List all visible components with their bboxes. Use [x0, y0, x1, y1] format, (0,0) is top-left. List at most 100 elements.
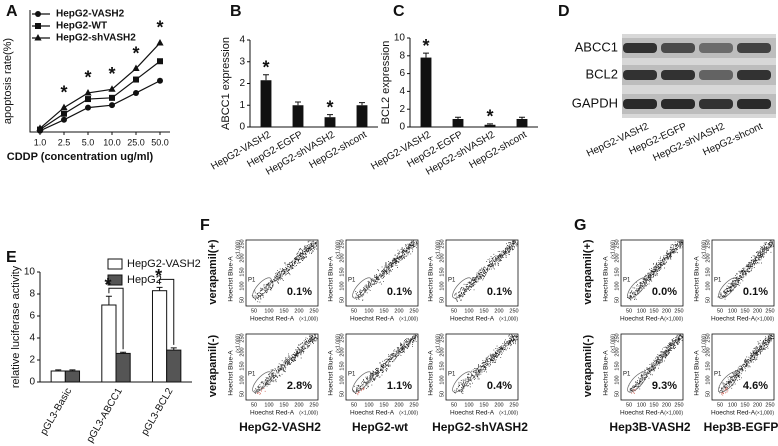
x-tick-label: 100	[464, 402, 473, 408]
y-tick-label: 150	[339, 267, 345, 276]
x-tick-label: 50	[626, 402, 632, 408]
x-tick-label: 200	[294, 402, 303, 408]
y-tick-label: 200	[614, 253, 620, 262]
y-tick-label: 150	[439, 267, 445, 276]
x-tick-label: 50	[251, 308, 257, 314]
error-bar	[423, 52, 429, 58]
significance: *	[486, 107, 493, 127]
y-axis-unit: (×1,000)	[335, 334, 341, 353]
event-dots	[254, 334, 318, 394]
y-tick-label: 100	[339, 375, 345, 384]
significance: *	[60, 82, 67, 102]
y-axis-unit: (×1,000)	[701, 334, 707, 353]
legend-label: HepG2-VASH2	[56, 9, 125, 20]
y-tick-label: 250	[439, 333, 445, 342]
panel-label: E	[6, 249, 17, 266]
y-tick-label: 250	[339, 333, 345, 342]
panel-label: G	[574, 217, 586, 234]
y-tick-label: 50	[339, 297, 345, 303]
y-axis-label: relative luciferase activity	[10, 265, 22, 388]
y-axis-label: Hoechst Blue-A	[328, 350, 335, 396]
y-tick-label: 3	[239, 56, 245, 67]
x-tick-label: 200	[753, 308, 762, 314]
gate	[352, 371, 372, 393]
x-tick-label: 150	[479, 402, 488, 408]
gate-label: P1	[623, 372, 631, 378]
y-axis-label: ABCC1 expression	[220, 37, 232, 130]
error-bar	[487, 123, 493, 125]
x-tick-label: 100	[728, 308, 737, 314]
panel-label: A	[6, 3, 18, 20]
y-tick-label: 200	[339, 347, 345, 356]
y-tick-label: 250	[614, 239, 620, 248]
x-tick-label: 100	[464, 308, 473, 314]
x-axis-label: Hoechst Red-A	[711, 410, 756, 417]
bar	[292, 105, 304, 127]
series-line	[39, 42, 161, 129]
y-tick-label: 100	[705, 281, 711, 290]
x-axis-label: CDDP (concentration ug/ml)	[7, 151, 154, 163]
marker	[157, 77, 163, 84]
y-tick-label: 150	[705, 267, 711, 276]
y-tick-label: 100	[239, 281, 245, 290]
x-axis-label: Hoechst Red-A	[450, 316, 495, 323]
x-tick-label: 100	[364, 308, 373, 314]
x-axis-label: Hoechst Red-A	[620, 410, 665, 417]
y-tick-label: 2	[399, 104, 405, 115]
marker	[109, 94, 115, 101]
x-tick-label: 250	[509, 308, 518, 314]
blot-band	[699, 43, 733, 53]
y-tick-label: 4	[399, 86, 405, 97]
marker	[84, 88, 92, 96]
bar	[516, 118, 528, 127]
marker	[133, 76, 139, 83]
x-tick-label: 200	[662, 308, 671, 314]
x-tick-label: 250	[765, 402, 774, 408]
y-tick-label: 250	[239, 333, 245, 342]
y-tick-label: 6	[29, 311, 35, 322]
x-tick-label: 200	[394, 308, 403, 314]
x-tick-label: 100	[637, 308, 646, 314]
legend-label: HepG2-WT	[56, 21, 107, 32]
y-tick-label: 50	[705, 297, 711, 303]
blot-band	[661, 99, 695, 109]
y-axis-label: Hoechst Blue-A	[603, 256, 610, 302]
x-tick-label: 100	[264, 308, 273, 314]
x-tick-label: 150	[379, 308, 388, 314]
x-tick-label: 200	[662, 402, 671, 408]
blot-band	[623, 99, 657, 109]
event-dots	[627, 240, 683, 301]
event-dots	[718, 334, 774, 394]
percentage: 0.1%	[387, 286, 412, 298]
x-axis-unit: (×1,000)	[499, 410, 518, 416]
x-tick-label: 50.0	[151, 137, 169, 147]
y-tick-label: 250	[239, 239, 245, 248]
marker	[108, 85, 116, 92]
x-tick-label: 250	[674, 308, 683, 314]
y-tick-label: 50	[439, 391, 445, 397]
bar	[166, 349, 182, 383]
panel-label: F	[200, 217, 210, 234]
blot-band	[737, 99, 771, 109]
x-tick-label: 1.0	[34, 137, 47, 147]
x-tick-label: 10.0	[103, 137, 121, 147]
column-title: HepG2-VASH2	[239, 420, 321, 434]
x-axis-unit: (×1,000)	[399, 410, 418, 416]
x-tick-label: 50	[251, 402, 257, 408]
x-tick-label: 50	[451, 308, 457, 314]
x-tick-label: 150	[279, 402, 288, 408]
x-axis-unit: (×1,000)	[299, 316, 318, 322]
gate	[352, 277, 372, 299]
bar	[64, 370, 81, 383]
percentage: 2.8%	[287, 380, 312, 392]
row-label: verapamil(-)	[582, 334, 594, 397]
gate-label: P1	[714, 278, 722, 284]
significance: *	[132, 43, 139, 63]
bar	[484, 124, 496, 127]
y-tick-label: 200	[614, 347, 620, 356]
row-label: verapamil(-)	[207, 334, 219, 397]
x-tick-label: 50	[717, 402, 723, 408]
row-label: verapamil(+)	[582, 239, 594, 304]
x-axis-label: Hoechst Red-A	[711, 316, 756, 323]
gate-label: P1	[348, 372, 356, 378]
